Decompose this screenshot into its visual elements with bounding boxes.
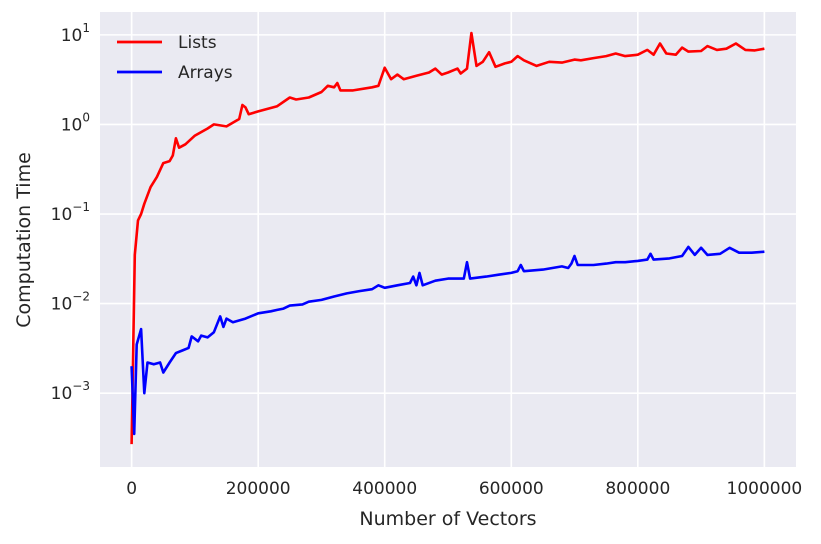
y-tick-base: 10: [61, 115, 83, 135]
y-tick-base: 10: [61, 26, 83, 46]
plot-background: [100, 12, 796, 467]
x-tick-label: 0: [126, 479, 137, 499]
y-tick-label: 10−1: [51, 200, 90, 225]
y-tick-base: 10: [51, 205, 73, 225]
series-lines: [130, 31, 765, 445]
y-tick-exponent: 1: [82, 21, 90, 35]
legend-label-arrays: Arrays: [178, 63, 233, 83]
x-tick-label: 800000: [605, 479, 670, 499]
y-tick-base: 10: [51, 384, 73, 404]
legend: Lists Arrays: [117, 33, 233, 83]
x-tick-labels: 0 200000 400000 600000 800000 1000000: [126, 479, 802, 499]
y-tick-label: 10−2: [51, 290, 90, 315]
y-tick-exponent: 0: [82, 110, 90, 124]
grid-lines: [100, 12, 796, 467]
x-tick-label: 600000: [479, 479, 544, 499]
x-tick-label: 1000000: [727, 479, 803, 499]
y-tick-exponent: −2: [72, 290, 90, 304]
series-line-arrays: [130, 245, 765, 436]
y-tick-label: 10−3: [51, 379, 90, 404]
series-line-lists: [130, 31, 765, 445]
y-axis-label: Computation Time: [13, 152, 35, 328]
y-tick-exponent: −1: [72, 200, 90, 214]
x-tick-label: 400000: [352, 479, 417, 499]
x-axis-label: Number of Vectors: [359, 508, 536, 530]
x-tick-label: 200000: [226, 479, 291, 499]
y-tick-label: 101: [61, 21, 90, 46]
y-tick-label: 100: [61, 110, 90, 135]
legend-label-lists: Lists: [178, 33, 217, 53]
y-tick-exponent: −3: [72, 379, 90, 393]
y-tick-base: 10: [51, 295, 73, 315]
